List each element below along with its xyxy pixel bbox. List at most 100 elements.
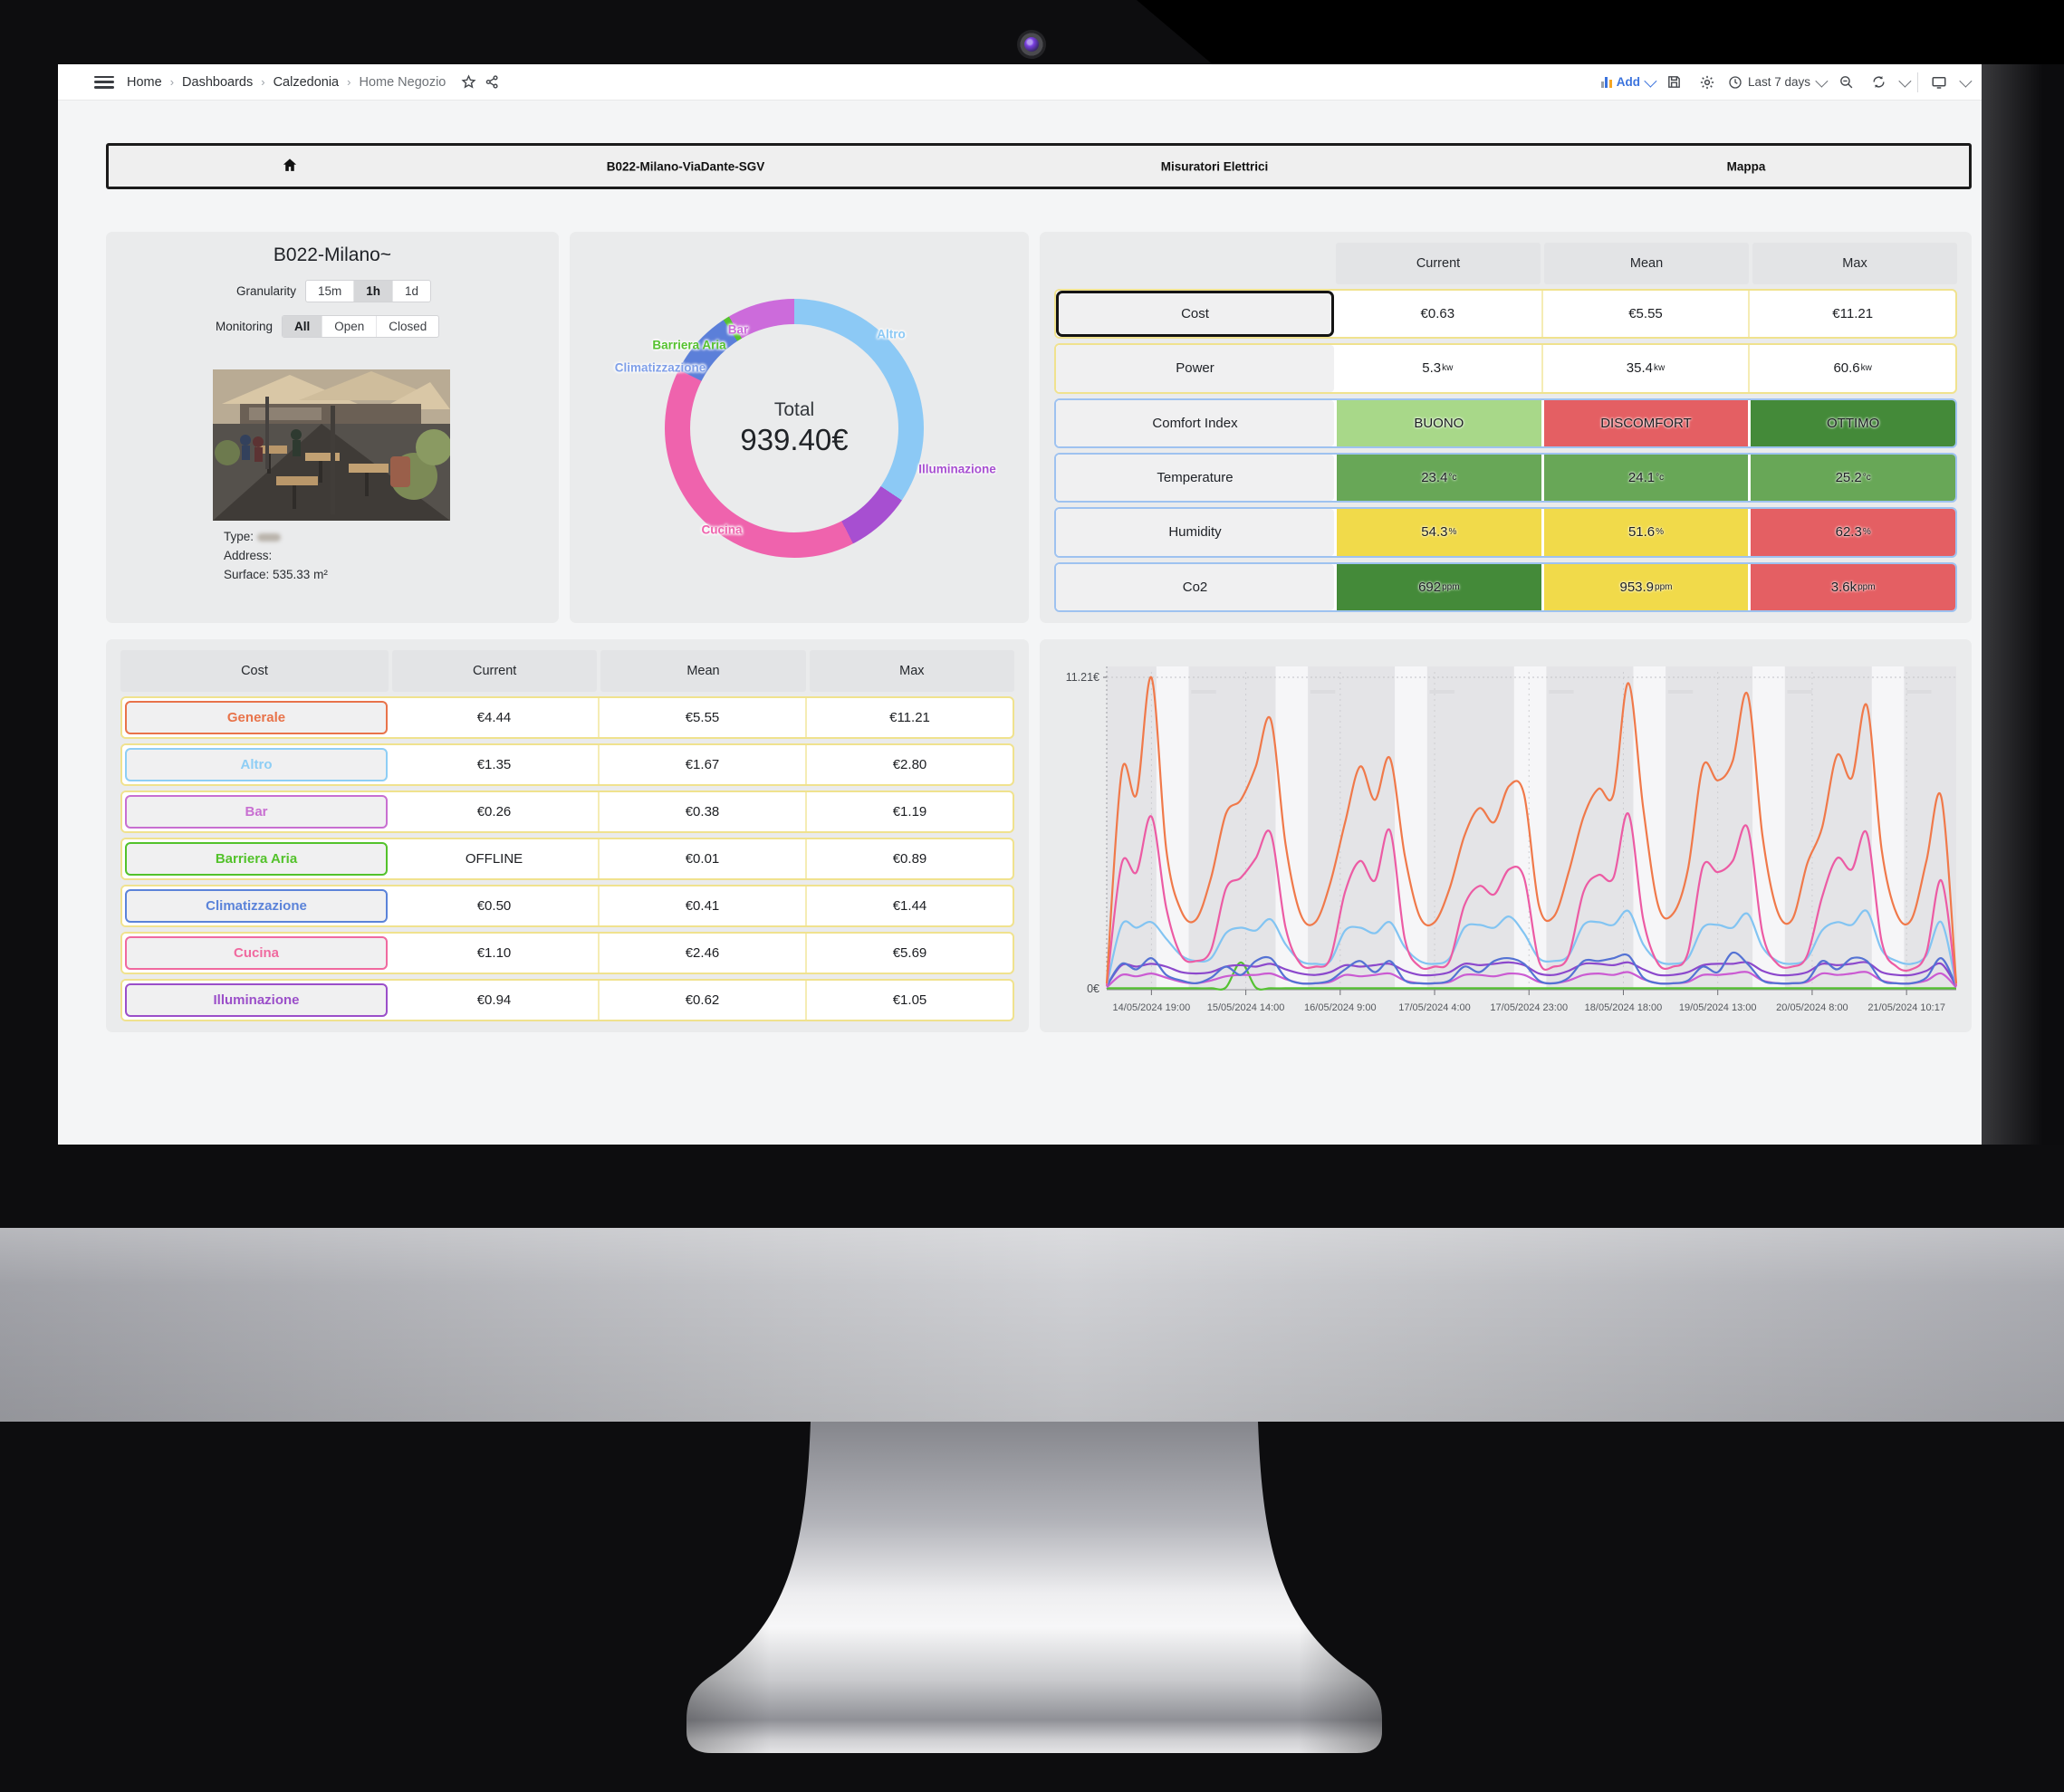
granularity-option-1h[interactable]: 1h [353, 281, 393, 302]
series-barriera-aria [1107, 961, 1956, 991]
metric-cell: 25.2 °c [1751, 454, 1955, 502]
series-cucina [1105, 812, 1958, 987]
metric-cell: OTTIMO [1751, 399, 1955, 446]
category-label[interactable]: Barriera Aria [125, 842, 388, 876]
cost-cell: €11.21 [805, 698, 1013, 737]
address-label: Address: [224, 549, 273, 562]
category-label[interactable]: Cucina [125, 936, 388, 970]
donut-chart[interactable]: Total 939.40€ [665, 299, 924, 558]
x-tick-label: 16/05/2024 9:00 [1304, 1002, 1377, 1013]
star-icon[interactable] [456, 71, 480, 94]
cost-cell: €1.44 [805, 886, 1013, 925]
breadcrumb-item[interactable]: Home [127, 74, 162, 90]
granularity-label: Granularity [235, 284, 296, 298]
x-tick-label: 20/05/2024 8:00 [1776, 1002, 1848, 1013]
bezel-right-shade [1982, 64, 2064, 1145]
time-range-picker[interactable]: Last 7 days [1728, 74, 1829, 90]
timeseries-panel: 14/05/2024 19:00 15/05/2024 14:00 16/05/20… [1040, 639, 1972, 1032]
row-label[interactable]: Temperature [1056, 454, 1334, 502]
cell-value: DISCOMFORT [1600, 415, 1692, 431]
home-icon[interactable] [282, 157, 299, 177]
series-generale [1105, 676, 1958, 983]
cost-cell: €4.44 [476, 710, 512, 725]
monitoring-option-all[interactable]: All [283, 316, 322, 337]
cell-unit: ppm [1655, 581, 1673, 592]
cell-unit: °c [1448, 473, 1457, 484]
header-cell: Current [1336, 243, 1541, 284]
refresh-icon[interactable] [1867, 71, 1890, 94]
timeseries-chart[interactable]: 14/05/2024 19:00 15/05/2024 14:00 16/05/20… [1040, 639, 1972, 1032]
row-label-wrap: Humidity [1056, 509, 1334, 556]
row-label-wrap: Altro [122, 745, 390, 784]
cost-cell: €1.05 [805, 981, 1013, 1020]
env-table-row: Humidity 54.3% 51.6% 62.3% [1054, 507, 1957, 558]
cell-value: 51.6 [1627, 524, 1656, 541]
banner-item-mappa[interactable]: Mappa [1726, 159, 1766, 173]
cost-table-panel: Cost Current Mean Max Generale €4.44 €5.55 €11.… [106, 639, 1029, 1032]
cost-cell: €5.55 [598, 698, 805, 737]
toolbar-divider [1917, 72, 1918, 92]
category-label[interactable]: Climatizzazione [125, 889, 388, 923]
tv-icon[interactable] [1927, 71, 1951, 94]
save-icon[interactable] [1663, 71, 1686, 94]
cost-cell: €0.89 [805, 839, 1013, 878]
donut-center: Total 939.40€ [690, 324, 898, 532]
cost-cell: €1.10 [476, 945, 512, 961]
cell-unit: °c [1656, 473, 1665, 484]
cost-table-header: Cost Current Mean Max [120, 650, 1014, 692]
banner-item-misuratori[interactable]: Misuratori Elettrici [1160, 159, 1269, 173]
donut-label-altro: Altro [877, 327, 906, 341]
menu-icon[interactable] [94, 75, 114, 89]
cost-table-row: Bar €0.26 €0.38 €1.19 [120, 791, 1014, 833]
env-table-row: Temperature 23.4 °c 24.1 °c 25.2 °c [1054, 452, 1957, 503]
chevron-down-icon [1644, 74, 1657, 88]
category-label[interactable]: Bar [125, 795, 388, 829]
share-icon[interactable] [480, 71, 504, 94]
breadcrumb-item[interactable]: Home Negozio [359, 74, 446, 90]
metric-cell: 24.1 °c [1543, 454, 1749, 502]
monitoring-option-closed[interactable]: Closed [376, 316, 438, 337]
store-title: B022-Milano~ [273, 244, 392, 265]
cost-cell: €0.26 [476, 804, 512, 819]
cost-cell: OFFLINE [465, 851, 523, 867]
granularity-option-15m[interactable]: 15m [318, 284, 342, 298]
chevron-down-icon[interactable] [1959, 74, 1973, 88]
zoom-out-icon[interactable] [1834, 71, 1858, 94]
row-label-wrap: Power [1056, 345, 1334, 392]
surface-label: Surface: 535.33 m² [224, 568, 328, 581]
row-label[interactable]: Power [1056, 345, 1334, 392]
cost-cell: €0.50 [476, 898, 512, 914]
category-label[interactable]: Generale [125, 701, 388, 734]
settings-icon[interactable] [1695, 71, 1719, 94]
breadcrumb-item[interactable]: Calzedonia [273, 74, 340, 90]
cell-value: €5.55 [1628, 306, 1663, 322]
monitor-chin [0, 1228, 2064, 1422]
cell-value: OTTIMO [1827, 415, 1880, 431]
monitoring-option-open[interactable]: Open [322, 316, 376, 337]
store-info-panel: B022-Milano~ Granularity 15m 1h 1d Monitor… [106, 232, 559, 623]
row-label[interactable]: Comfort Index [1056, 399, 1334, 446]
add-panel-icon [1600, 76, 1612, 88]
row-label[interactable]: Co2 [1056, 563, 1334, 610]
clock-icon [1729, 75, 1742, 89]
cell-value: €0.63 [1420, 306, 1455, 322]
category-label[interactable]: Illuminazione [125, 983, 388, 1017]
breadcrumb-item[interactable]: Dashboards [182, 74, 254, 90]
redacted-value [256, 532, 281, 541]
chevron-down-icon[interactable] [1898, 74, 1912, 88]
row-label[interactable]: Cost [1056, 291, 1334, 338]
add-button[interactable]: Add [1600, 74, 1657, 89]
series-altro [1105, 909, 1958, 987]
metric-cell: BUONO [1337, 399, 1541, 446]
granularity-option-1d[interactable]: 1d [392, 281, 430, 302]
breadcrumb-separator: › [347, 75, 351, 89]
category-label[interactable]: Altro [125, 748, 388, 781]
row-label[interactable]: Humidity [1056, 509, 1334, 556]
metric-cell: 692 ppm [1337, 563, 1541, 610]
row-label-wrap: Co2 [1056, 563, 1334, 610]
x-tick-label: 14/05/2024 19:00 [1113, 1002, 1191, 1013]
row-label-wrap: Comfort Index [1056, 399, 1334, 446]
donut-label-barriera-aria: Barriera Aria [652, 338, 726, 352]
banner-item-store[interactable]: B022-Milano-ViaDante-SGV [606, 159, 765, 173]
webcam [1017, 30, 1046, 59]
